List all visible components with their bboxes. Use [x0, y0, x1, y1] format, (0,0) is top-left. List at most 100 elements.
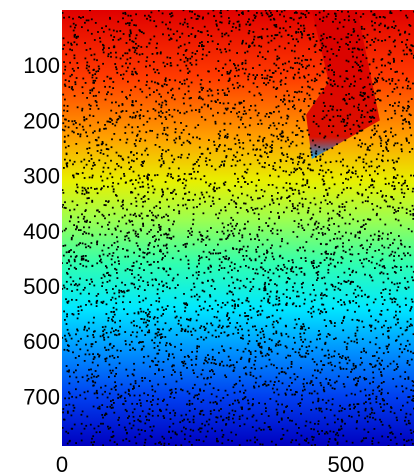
scatter-point [151, 385, 154, 388]
scatter-point [351, 47, 354, 50]
scatter-point [323, 10, 325, 12]
scatter-point [109, 77, 111, 80]
scatter-point [107, 336, 110, 339]
scatter-point [334, 265, 337, 268]
scatter-point [342, 182, 344, 184]
scatter-point [286, 267, 289, 270]
scatter-point [406, 280, 409, 283]
scatter-point [304, 338, 307, 341]
scatter-point [68, 440, 71, 443]
scatter-point [192, 223, 194, 226]
scatter-point [405, 137, 408, 140]
scatter-point [396, 174, 399, 177]
scatter-point [173, 209, 175, 211]
scatter-point [83, 158, 86, 161]
scatter-point [165, 232, 167, 235]
scatter-point [242, 255, 245, 257]
scatter-point [292, 302, 295, 305]
scatter-point [405, 329, 408, 331]
scatter-point [134, 114, 137, 117]
scatter-point [302, 341, 304, 343]
scatter-point [165, 100, 168, 103]
scatter-point [196, 350, 198, 353]
scatter-point [89, 104, 92, 107]
scatter-point [343, 315, 346, 318]
scatter-point [372, 381, 374, 383]
scatter-point [229, 265, 231, 268]
scatter-point [194, 408, 196, 410]
scatter-point [376, 80, 378, 83]
scatter-point [164, 322, 167, 325]
scatter-point [158, 226, 161, 229]
scatter-point [219, 399, 222, 402]
scatter-point [399, 202, 402, 204]
scatter-point [275, 267, 278, 270]
scatter-point [329, 262, 332, 265]
scatter-point [284, 372, 287, 375]
scatter-point [380, 406, 382, 409]
scatter-point [100, 277, 103, 279]
scatter-point [265, 83, 267, 86]
scatter-point [310, 300, 313, 303]
scatter-point [145, 84, 148, 86]
scatter-point [195, 310, 198, 313]
scatter-point [154, 442, 157, 445]
scatter-point [198, 262, 200, 265]
scatter-point [260, 45, 263, 48]
scatter-point [285, 170, 287, 173]
scatter-point [168, 228, 171, 230]
scatter-point [336, 237, 339, 240]
scatter-point [360, 129, 362, 132]
scatter-point [401, 206, 404, 209]
scatter-point [265, 222, 267, 224]
scatter-point [82, 233, 84, 235]
scatter-point [224, 209, 227, 212]
scatter-point [226, 312, 229, 315]
scatter-point [332, 307, 334, 310]
scatter-point [146, 175, 149, 178]
scatter-point [109, 51, 112, 54]
scatter-point [270, 339, 273, 342]
scatter-point [398, 282, 401, 285]
scatter-point [110, 436, 113, 438]
scatter-point [85, 343, 87, 346]
scatter-point [250, 206, 253, 209]
scatter-point [320, 164, 323, 167]
scatter-point [342, 434, 345, 437]
scatter-point [322, 303, 325, 306]
scatter-point [281, 152, 283, 155]
scatter-point [72, 234, 74, 237]
scatter-point [101, 143, 103, 146]
scatter-point [325, 431, 328, 433]
scatter-point [171, 87, 174, 90]
scatter-point [394, 168, 396, 171]
scatter-point [158, 93, 161, 96]
scatter-point [359, 60, 362, 63]
scatter-point [225, 238, 228, 240]
scatter-point [409, 210, 412, 212]
scatter-point [144, 297, 147, 300]
scatter-point [275, 34, 278, 37]
scatter-point [294, 44, 296, 47]
scatter-point [92, 95, 95, 97]
scatter-point [65, 251, 68, 254]
scatter-point [239, 207, 242, 209]
scatter-point [161, 132, 164, 135]
scatter-point [354, 234, 357, 237]
scatter-point [186, 207, 188, 210]
scatter-point [123, 426, 126, 429]
scatter-point [143, 252, 146, 254]
scatter-point [389, 62, 391, 65]
scatter-point [357, 294, 360, 297]
scatter-point [388, 36, 391, 38]
scatter-point [62, 114, 65, 117]
scatter-point [75, 37, 78, 39]
scatter-point [400, 115, 403, 117]
scatter-point [158, 224, 160, 226]
scatter-point [338, 214, 341, 216]
scatter-point [104, 358, 107, 360]
scatter-point [410, 134, 413, 137]
scatter-point [195, 271, 198, 274]
scatter-point [67, 410, 69, 413]
scatter-point [203, 290, 206, 293]
